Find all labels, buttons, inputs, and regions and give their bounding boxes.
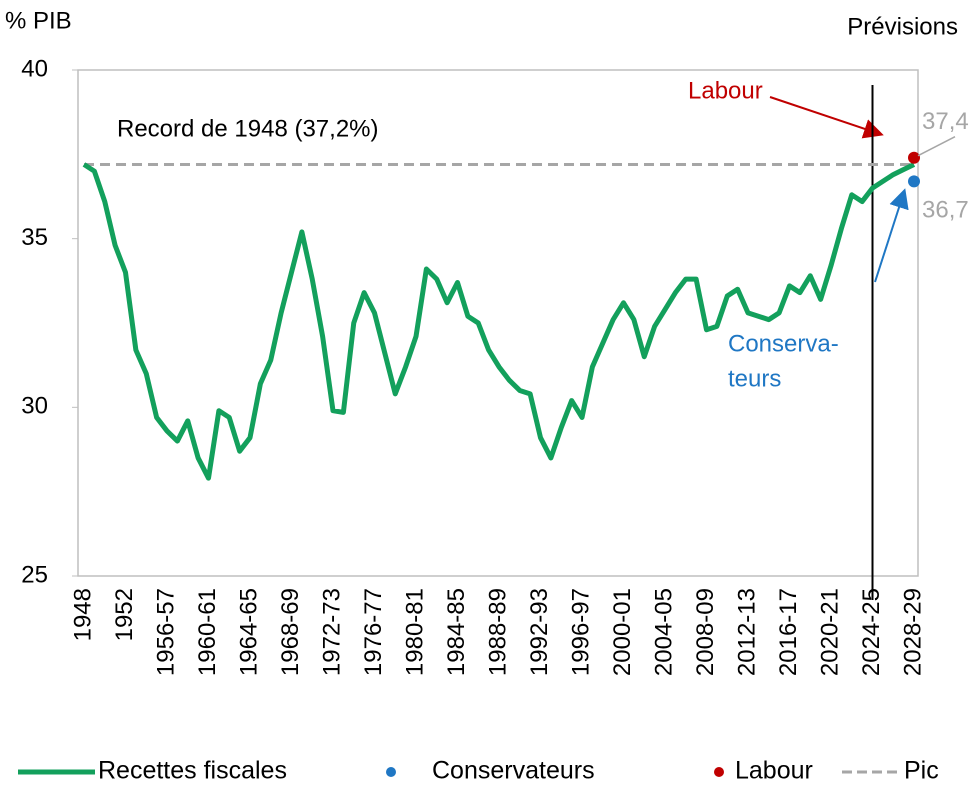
x-tick-label: 2008-09 [692,588,719,676]
point [908,151,920,164]
x-tick-label: 1964-65 [235,588,262,676]
x-tick-label: 1996-97 [567,588,594,676]
x-tick-label: 1952 [111,588,138,641]
x-tick-label: 1984-85 [443,588,470,676]
forecast-label: Prévisions [847,13,958,40]
legend-label: Pic [904,757,939,785]
y-axis-label: % PIB [5,7,72,34]
x-tick-label: 2024-25 [858,588,885,676]
x-tick-label: 1960-61 [194,588,221,676]
x-tick-label: 1992-93 [526,588,553,676]
legend-symbol [714,767,724,777]
leader [917,136,956,157]
value-label: 37,4 [922,108,969,135]
line [82,162,916,481]
legend-symbol [386,767,396,777]
x-tick-label: 2012-13 [733,588,760,676]
x-tick-label: 1968-69 [277,588,304,676]
x-tick-label: 1948 [69,588,96,641]
x-tick-label: 1988-89 [484,588,511,676]
x-tick-label: 2004-05 [650,588,677,676]
x-tick-label: 2016-17 [775,588,802,676]
value-label: 36,7 [922,197,969,224]
x-tick-label: 1980-81 [401,588,428,676]
legend-label: Labour [735,757,813,785]
x-tick-label: 2028-29 [899,588,926,676]
y-tick-label: 25 [21,561,48,588]
point [908,175,920,188]
annotation: Record de 1948 (37,2%) [117,115,379,142]
y-tick-label: 35 [21,224,48,251]
x-tick-label: 1976-77 [360,588,387,676]
x-tick-label: 2020-21 [816,588,843,676]
arrow [769,96,884,139]
arrow [874,188,909,283]
annotation: Labour [688,77,763,104]
plot-frame [77,69,919,577]
x-tick-label: 2000-01 [609,588,636,676]
y-tick-label: 40 [21,55,48,82]
x-tick-label: 1956-57 [152,588,179,676]
annotation: Conserva- [728,330,839,357]
y-tick-label: 30 [21,393,48,420]
legend-label: Recettes fiscales [98,757,287,785]
x-tick-label: 1972-73 [318,588,345,676]
annotation: teurs [728,365,781,392]
legend-label: Conservateurs [432,757,595,785]
